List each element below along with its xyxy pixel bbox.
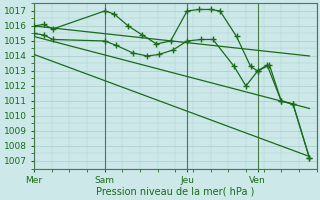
- X-axis label: Pression niveau de la mer( hPa ): Pression niveau de la mer( hPa ): [96, 187, 254, 197]
